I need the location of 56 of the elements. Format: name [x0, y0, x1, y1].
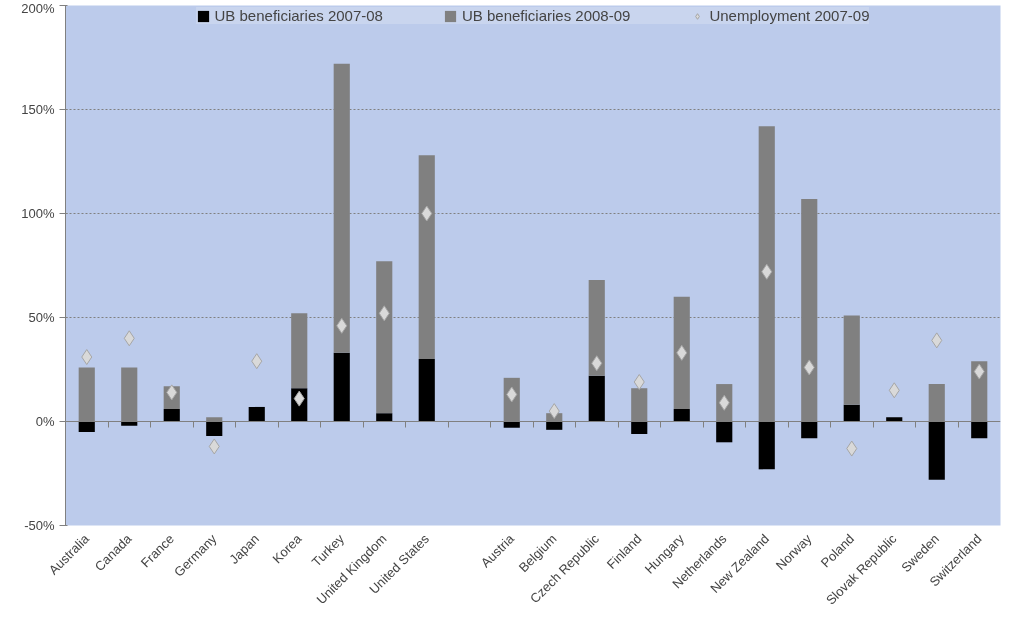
bar [588, 280, 605, 376]
bar [248, 406, 265, 422]
point [251, 353, 263, 370]
point [506, 386, 518, 403]
point [208, 438, 220, 455]
bar [418, 359, 435, 422]
y-tick-label: -50% [24, 518, 55, 533]
bar [376, 413, 393, 422]
point [931, 332, 943, 349]
bar [418, 155, 435, 360]
point [81, 349, 93, 366]
point [973, 363, 985, 380]
legend-label: UB beneficiaries 2008-09 [461, 7, 631, 24]
point [591, 355, 603, 372]
bar [163, 409, 180, 422]
bar [503, 421, 520, 428]
bar [928, 421, 945, 480]
point [421, 205, 433, 222]
y-tick-label: 150% [21, 102, 55, 117]
bar [673, 296, 690, 410]
y-tick-label: 50% [28, 310, 55, 325]
bar [971, 421, 988, 439]
point [548, 403, 560, 420]
legend-label: Unemployment 2007-09 [709, 7, 870, 24]
point [718, 394, 730, 411]
y-tick-label: 200% [21, 0, 55, 16]
bar [716, 421, 733, 443]
bar [206, 421, 223, 437]
bar [588, 375, 605, 422]
point [378, 305, 390, 322]
bar [546, 421, 563, 430]
point [803, 359, 815, 376]
bar [631, 421, 648, 434]
point [123, 330, 135, 347]
point [166, 384, 178, 401]
bar [333, 352, 350, 422]
y-tick-label: 100% [21, 206, 55, 221]
point [336, 317, 348, 334]
y-tick-label: 0% [35, 414, 55, 429]
bar [886, 417, 903, 422]
bar [843, 315, 860, 405]
bar [376, 261, 393, 414]
bar [843, 404, 860, 422]
legend-label: UB beneficiaries 2007-08 [214, 7, 383, 24]
point [761, 263, 773, 280]
bar [291, 313, 308, 389]
bar [758, 421, 775, 470]
point [633, 373, 645, 390]
bar [121, 421, 138, 426]
point [293, 390, 305, 407]
bar [78, 421, 95, 432]
bar [673, 409, 690, 422]
bar [801, 421, 818, 439]
point [676, 344, 688, 361]
point [888, 382, 900, 399]
point [846, 440, 858, 457]
